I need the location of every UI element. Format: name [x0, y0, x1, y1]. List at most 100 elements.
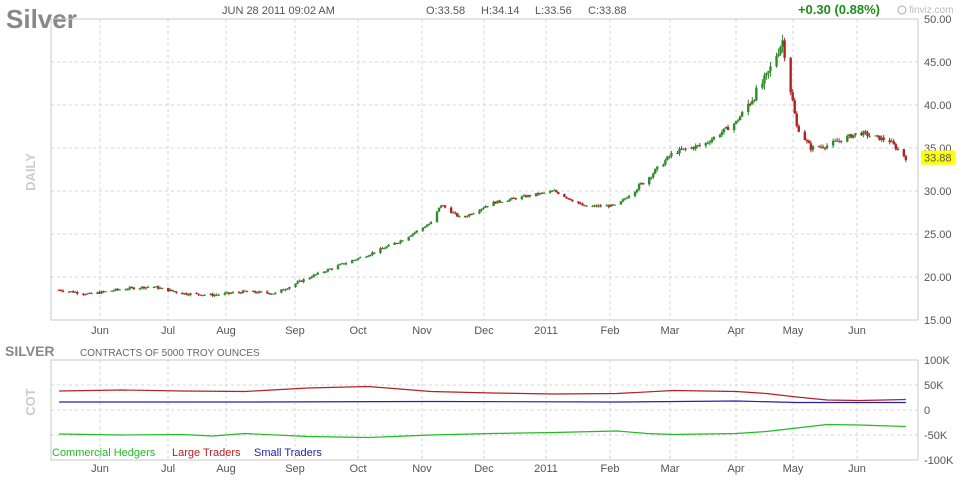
candle-body: [599, 205, 602, 207]
candle-body: [892, 141, 895, 145]
candle-body: [734, 120, 738, 124]
candle-body: [209, 293, 212, 295]
candle-body: [888, 140, 891, 143]
candle-body: [100, 291, 103, 294]
candle-body: [512, 197, 516, 199]
candle-body: [330, 268, 334, 270]
change-value: +0.30 (0.88%): [798, 2, 880, 17]
candle-body: [510, 197, 513, 200]
candle-body: [211, 293, 214, 297]
candle-body: [243, 290, 247, 292]
cot-subtitle: CONTRACTS OF 5000 TROY OUNCES: [80, 348, 260, 359]
candle-body: [514, 198, 518, 200]
candle-body: [88, 292, 91, 294]
candle-body: [451, 212, 455, 214]
finviz-logo[interactable]: finviz.com: [897, 5, 953, 16]
candle-body: [874, 135, 877, 137]
price-x-tick-label: Jul: [161, 325, 175, 337]
candle-body: [225, 292, 229, 294]
candle-body: [142, 286, 146, 289]
candle-body: [314, 274, 317, 276]
candle-body: [354, 259, 358, 261]
candle-body: [61, 290, 65, 292]
candle-body: [223, 293, 227, 295]
candle-body: [328, 268, 332, 270]
candle-body: [763, 75, 766, 84]
candle-body: [567, 198, 570, 200]
candle-body: [777, 53, 780, 56]
candle-body: [894, 144, 897, 149]
candle-body: [571, 200, 574, 202]
candle-body: [435, 211, 439, 223]
candle-body: [213, 294, 216, 297]
candle-body: [542, 192, 546, 194]
candle-body: [169, 289, 172, 292]
candle-body: [399, 240, 402, 243]
candle-body: [496, 200, 499, 204]
candle-body: [140, 286, 144, 289]
candle-body: [807, 140, 811, 144]
candle-body: [522, 195, 526, 197]
candle-body: [387, 244, 390, 247]
price-x-tick-label: 2011: [534, 325, 558, 337]
candle-body: [308, 277, 311, 280]
candle-body: [57, 289, 61, 291]
candle-body: [381, 248, 384, 250]
cot-side-label: COT: [23, 388, 38, 416]
candle-body: [201, 294, 204, 296]
candle-body: [310, 277, 313, 279]
price-y-tick-label: 20.00: [924, 272, 952, 284]
candle-body: [342, 263, 346, 265]
cot-x-tick-label: Oct: [349, 463, 366, 475]
candle-body: [484, 206, 487, 208]
legend-large-traders: Large Traders: [172, 447, 241, 459]
price-y-tick-label: 30.00: [924, 186, 952, 198]
candle-body: [468, 214, 471, 217]
candle-body: [557, 192, 560, 194]
cot-x-tick-label: Sep: [285, 463, 305, 475]
candle-body: [338, 264, 342, 266]
candle-body: [288, 286, 291, 289]
candle-body: [747, 103, 750, 112]
candle-body: [482, 207, 485, 209]
candle-body: [90, 292, 93, 294]
candle-body: [84, 294, 87, 296]
candle-body: [627, 195, 631, 198]
candle-body: [96, 292, 99, 294]
candle-body: [597, 205, 600, 207]
candle-body: [114, 288, 117, 291]
candle-body: [708, 142, 712, 144]
candle-body: [520, 196, 524, 200]
price-x-tick-label: Apr: [727, 325, 744, 337]
daily-side-label: DAILY: [23, 153, 38, 191]
candle-body: [340, 263, 344, 265]
candle-body: [880, 137, 883, 141]
candle-body: [593, 205, 596, 207]
cot-y-tick-label: -100K: [924, 455, 954, 467]
candle-body: [118, 289, 121, 291]
candle-body: [197, 293, 200, 295]
cot-x-tick-label: Nov: [412, 463, 432, 475]
candle-body: [425, 225, 429, 227]
candle-body: [769, 66, 772, 72]
candle-body: [583, 205, 586, 207]
price-x-tick-label: May: [783, 325, 804, 337]
cot-x-tick-label: 2011: [534, 463, 558, 475]
price-y-tick-label: 25.00: [924, 229, 952, 241]
candle-body: [555, 190, 558, 193]
candle-body: [809, 143, 813, 150]
price-x-tick-label: Aug: [216, 325, 236, 337]
candle-body: [74, 292, 77, 294]
candle-body: [124, 289, 127, 291]
open-value: O:33.58: [426, 5, 465, 17]
cot-line-commercial-hedgers: [59, 423, 906, 439]
candle-body: [411, 233, 414, 236]
cot-y-tick-label: -50K: [924, 430, 948, 442]
candle-body: [793, 100, 796, 114]
candle-body: [239, 292, 243, 294]
price-x-axis: Jun Jul Aug Sep Oct Nov Dec 2011 Feb Mar Apr May Jun: [91, 325, 866, 337]
cot-x-tick-label: Dec: [474, 463, 494, 475]
candle-body: [110, 290, 113, 292]
candle-body: [257, 291, 261, 293]
price-y-tick-label: 50.00: [924, 14, 952, 26]
